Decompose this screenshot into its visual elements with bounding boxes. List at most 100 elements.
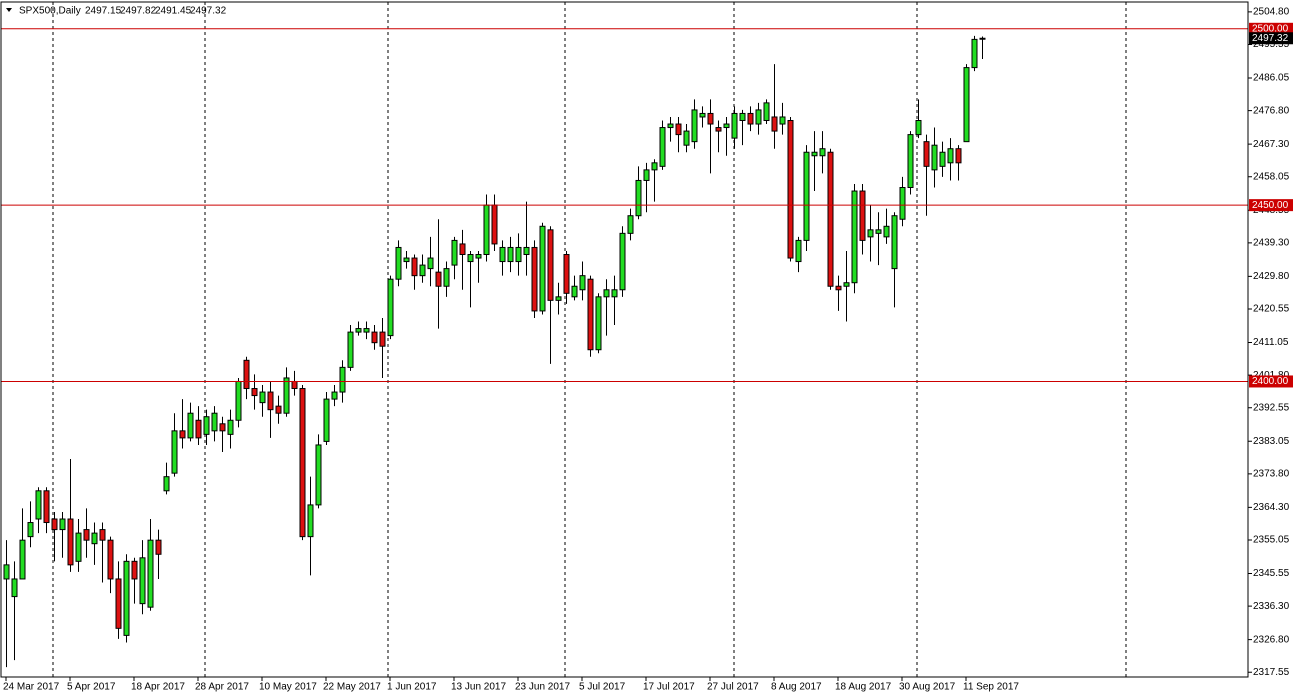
candle-body: [979, 37, 986, 40]
candle-body: [619, 232, 626, 291]
level-tag: [1249, 199, 1293, 212]
candle-body: [411, 257, 418, 277]
candle-body: [803, 151, 810, 241]
candle-body: [467, 254, 474, 263]
candle-body: [875, 229, 882, 234]
candle-body: [971, 38, 978, 69]
symbol-title: SPX500,Daily: [19, 6, 81, 17]
candle-body: [747, 112, 754, 125]
candle-body: [339, 366, 346, 393]
candle-body: [899, 187, 906, 220]
candle-body: [523, 246, 530, 256]
plot-frame: [0, 1, 1249, 678]
candle-body: [963, 67, 970, 143]
candle-body: [459, 243, 466, 256]
level-label: 2450.00: [1252, 200, 1289, 211]
candle-body: [451, 239, 458, 266]
candle-body: [739, 112, 746, 121]
price-tag-label: 2497.32: [1252, 33, 1289, 44]
candle-body: [435, 271, 442, 287]
y-tick-label: 2467.30: [1253, 139, 1290, 150]
candle-body: [643, 169, 650, 181]
candle-body: [955, 148, 962, 164]
candle-body: [579, 275, 586, 291]
axes: 2504.80 2495.55 2486.05 2476.80 2467.30 2458.…: [3, 7, 1293, 693]
candle-body: [331, 391, 338, 400]
menu-arrow: [6, 8, 12, 12]
candle-body: [139, 557, 146, 605]
candle-body: [603, 289, 610, 298]
candle-body: [675, 123, 682, 136]
candle-body: [611, 289, 618, 298]
candle-body: [931, 144, 938, 171]
candle-body: [115, 578, 122, 629]
candle-body: [299, 388, 306, 538]
y-tick-label: 2317.55: [1253, 667, 1290, 678]
y-tick-label: 2486.05: [1253, 73, 1290, 84]
candle-body: [163, 476, 170, 492]
y-tick-label: 2429.80: [1253, 271, 1290, 282]
candle-body: [539, 225, 546, 312]
candle-body: [939, 151, 946, 167]
candle-body: [555, 296, 562, 301]
candle-body: [243, 359, 250, 390]
candle-body: [35, 490, 42, 520]
candle-body: [851, 190, 858, 284]
candle-body: [195, 419, 202, 439]
candle-body: [627, 215, 634, 234]
header-low: 2491.45: [155, 6, 192, 17]
candle-body: [427, 257, 434, 270]
candle-body: [131, 560, 138, 580]
candle-body: [571, 285, 578, 298]
candle-body: [867, 229, 874, 238]
candle-body: [771, 116, 778, 132]
period-separators: [52, 2, 1127, 677]
candle-body: [395, 246, 402, 280]
candle-body: [19, 539, 26, 580]
candle-body: [59, 518, 66, 531]
candle-body: [283, 377, 290, 414]
y-tick-label: 2476.80: [1253, 105, 1290, 116]
y-tick-label: 2364.30: [1253, 502, 1290, 513]
candle-body: [891, 215, 898, 270]
candle-body: [691, 109, 698, 143]
x-tick-label: 5 Jul 2017: [579, 682, 626, 693]
y-tick-label: 2383.05: [1253, 436, 1290, 447]
y-tick-label: 2326.80: [1253, 634, 1290, 645]
candle-body: [147, 539, 154, 608]
candle-body: [715, 127, 722, 132]
candle-body: [475, 254, 482, 259]
price-tag: [1249, 32, 1293, 45]
candle-body: [723, 123, 730, 129]
candle-body: [259, 391, 266, 404]
candle-body: [531, 246, 538, 312]
candle-body: [211, 412, 218, 432]
x-tick-label: 5 Apr 2017: [67, 682, 116, 693]
candle-body: [835, 285, 842, 291]
candle-body: [635, 179, 642, 217]
candle-body: [907, 134, 914, 189]
candle-body: [123, 560, 130, 636]
candle-body: [355, 328, 362, 333]
x-tick-label: 17 Jul 2017: [643, 682, 695, 693]
x-tick-label: 11 Sep 2017: [963, 682, 1019, 693]
candle-body: [819, 148, 826, 157]
x-tick-label: 18 Aug 2017: [835, 682, 892, 693]
candle-body: [491, 204, 498, 245]
y-tick-label: 2345.55: [1253, 568, 1290, 579]
candle-body: [203, 416, 210, 435]
candle-body: [923, 141, 930, 167]
candle-body: [371, 331, 378, 344]
y-tick-label: 2439.30: [1253, 238, 1290, 249]
candle-body: [515, 246, 522, 263]
x-tick-label: 24 Mar 2017: [3, 682, 60, 693]
x-tick-label: 23 Jun 2017: [515, 682, 570, 693]
candle-body: [843, 282, 850, 287]
candle-body: [483, 204, 490, 256]
candle-body: [699, 112, 706, 118]
candle-body: [187, 412, 194, 439]
header-close: 2497.32: [190, 6, 227, 17]
candle-body: [219, 423, 226, 432]
candle-body: [659, 127, 666, 167]
